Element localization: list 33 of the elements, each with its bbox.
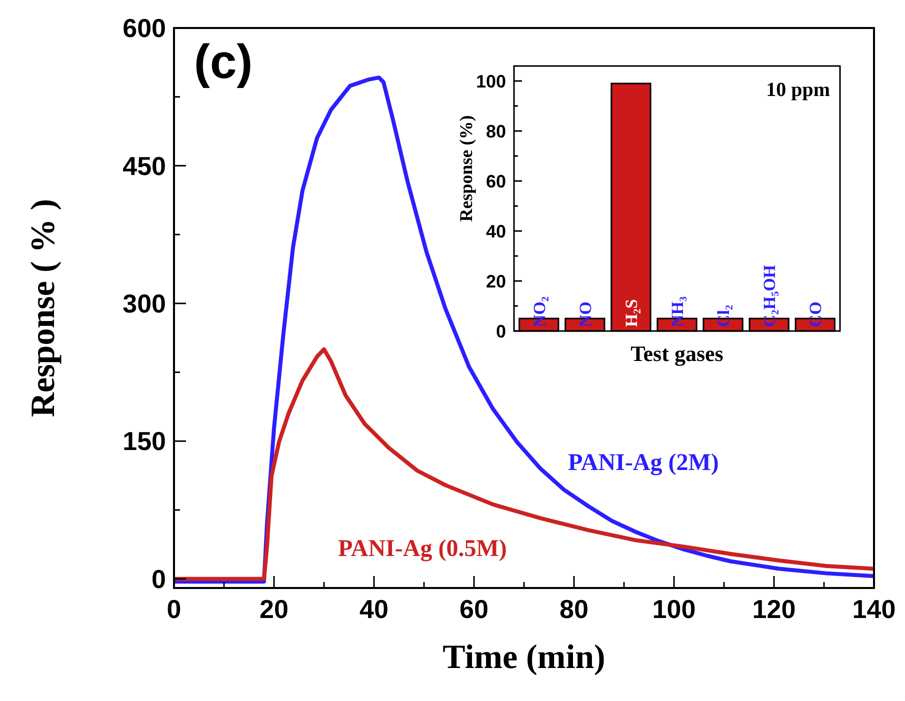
- y-tick-label: 100: [476, 71, 506, 92]
- x-tick-label: CO: [806, 302, 826, 327]
- x-axis-title: Test gases: [630, 341, 724, 366]
- y-tick-label: 0: [152, 564, 166, 594]
- series-label: PANI-Ag (0.5M): [338, 536, 507, 562]
- x-tick-label: C₂H₅OH: [760, 264, 780, 327]
- x-tick-label: 100: [652, 594, 696, 624]
- y-axis-title: Response ( % ): [25, 198, 62, 418]
- x-tick-label: 120: [752, 594, 796, 624]
- x-tick-label: 40: [360, 594, 388, 624]
- y-axis-title: Response (%): [456, 115, 476, 222]
- y-tick-label: 600: [122, 13, 166, 44]
- y-tick-label: 0: [496, 321, 506, 342]
- y-tick-label: 60: [486, 171, 506, 192]
- y-tick-label: 300: [122, 288, 166, 319]
- x-tick-label: 140: [852, 594, 896, 624]
- line-series: [172, 347, 876, 581]
- annotation: 10 ppm: [766, 79, 830, 101]
- y-tick-label: 20: [486, 271, 506, 292]
- y-tick-label: 450: [122, 150, 166, 181]
- x-tick-label: 80: [560, 594, 588, 624]
- x-tick-label: Cl₂: [714, 304, 733, 327]
- x-tick-label: 20: [260, 594, 288, 624]
- x-tick-label: NO: [576, 302, 595, 327]
- annotation: (c): [194, 36, 253, 89]
- series-label: PANI-Ag (2M): [568, 450, 719, 476]
- x-tick-label: H₂S: [622, 299, 641, 327]
- x-tick-label: NH₃: [668, 296, 687, 327]
- y-tick-label: 80: [486, 121, 506, 142]
- y-tick-label: 40: [486, 221, 506, 242]
- x-axis-title: Time (min): [442, 639, 606, 676]
- y-tick-label: 150: [122, 426, 166, 456]
- x-tick-label: NO₂: [530, 296, 549, 327]
